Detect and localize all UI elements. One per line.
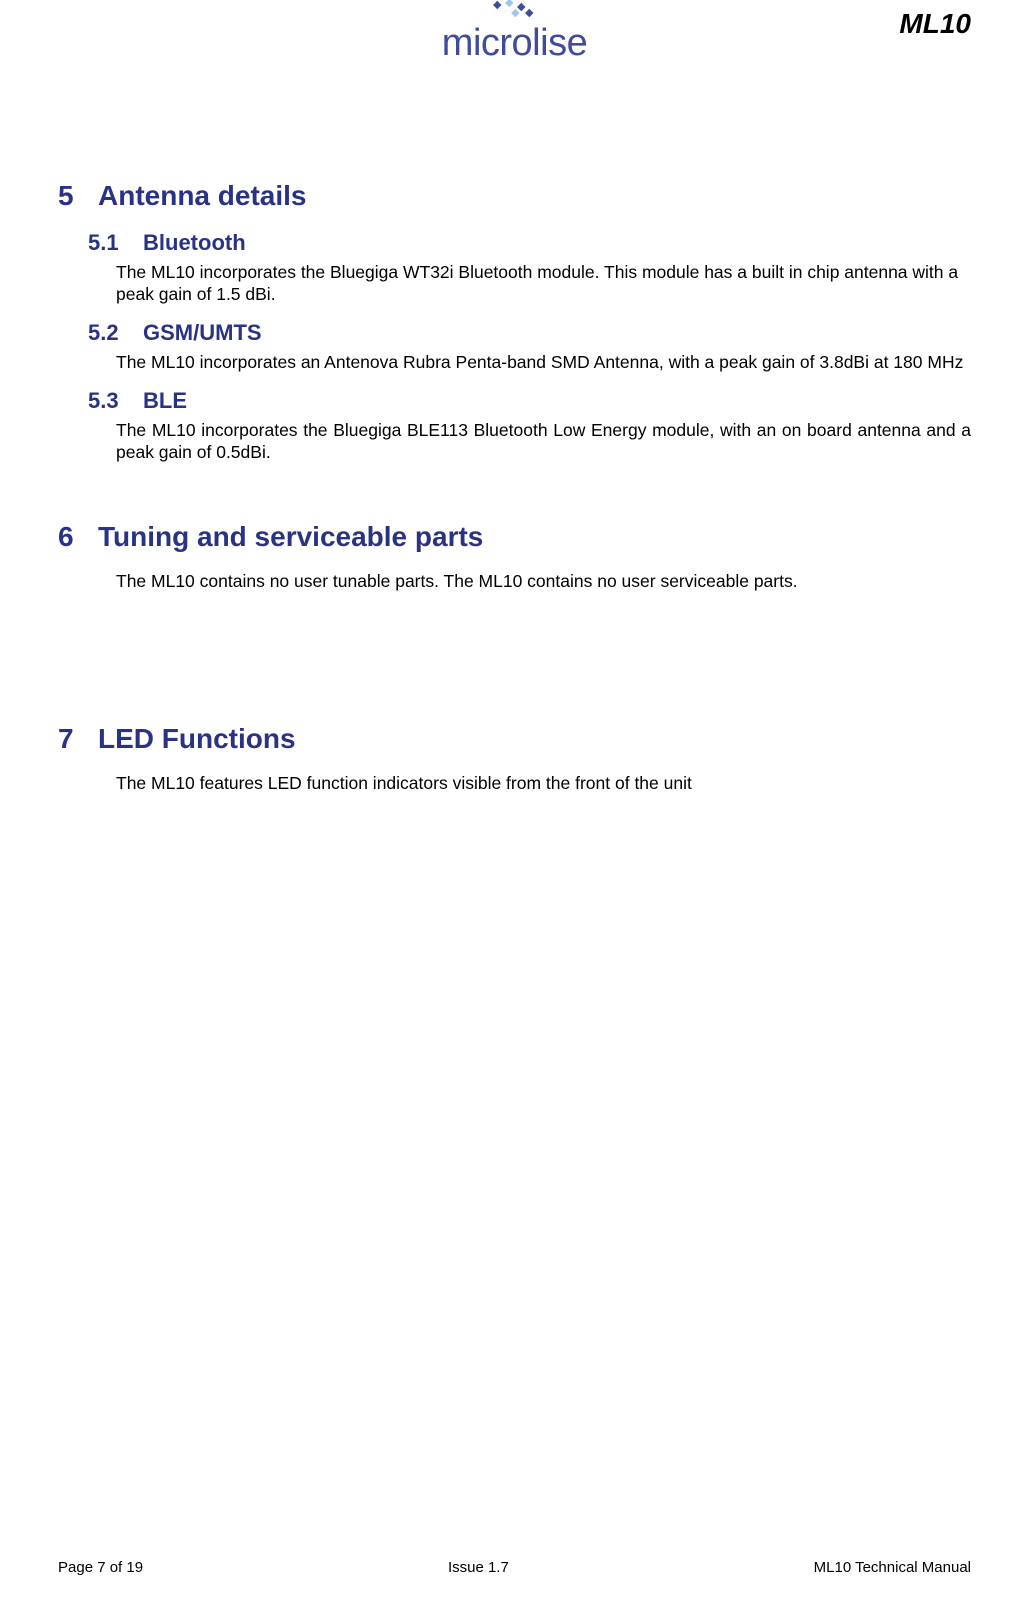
page-footer: Page 7 of 19 Issue 1.7 ML10 Technical Ma… bbox=[58, 1559, 971, 1576]
heading-1: 7LED Functions bbox=[58, 723, 971, 755]
section-6: 6Tuning and serviceable parts The ML10 c… bbox=[58, 521, 971, 593]
paragraph: The ML10 features LED function indicator… bbox=[116, 773, 971, 795]
heading-2: 5.2GSM/UMTS bbox=[88, 320, 971, 346]
section-7: 7LED Functions The ML10 features LED fun… bbox=[58, 723, 971, 795]
subheading-title: BLE bbox=[143, 388, 187, 413]
subheading-number: 5.3 bbox=[88, 388, 143, 414]
subheading-title: Bluetooth bbox=[143, 230, 246, 255]
logo-dots-icon bbox=[442, 0, 587, 20]
page-content: 5Antenna details 5.1Bluetooth The ML10 i… bbox=[58, 80, 971, 795]
heading-number: 7 bbox=[58, 723, 98, 755]
paragraph: The ML10 contains no user tunable parts.… bbox=[116, 571, 971, 593]
heading-2: 5.3BLE bbox=[88, 388, 971, 414]
document-code: ML10 bbox=[899, 8, 971, 40]
logo: microlise bbox=[442, 0, 587, 65]
paragraph: The ML10 incorporates an Antenova Rubra … bbox=[116, 352, 971, 374]
subheading-number: 5.2 bbox=[88, 320, 143, 346]
heading-2: 5.1Bluetooth bbox=[88, 230, 971, 256]
footer-page-number: Page 7 of 19 bbox=[58, 1559, 143, 1576]
heading-number: 6 bbox=[58, 521, 98, 553]
heading-1: 5Antenna details bbox=[58, 180, 971, 212]
section-5: 5Antenna details 5.1Bluetooth The ML10 i… bbox=[58, 180, 971, 463]
subheading-number: 5.1 bbox=[88, 230, 143, 256]
page-header: microlise ML10 bbox=[58, 0, 971, 80]
logo-text: microlise bbox=[442, 22, 587, 65]
subheading-title: GSM/UMTS bbox=[143, 320, 262, 345]
heading-title: LED Functions bbox=[98, 723, 296, 754]
heading-title: Antenna details bbox=[98, 180, 306, 211]
paragraph: The ML10 incorporates the Bluegiga WT32i… bbox=[116, 262, 971, 306]
heading-1: 6Tuning and serviceable parts bbox=[58, 521, 971, 553]
footer-issue: Issue 1.7 bbox=[448, 1559, 509, 1576]
heading-number: 5 bbox=[58, 180, 98, 212]
footer-doc-title: ML10 Technical Manual bbox=[814, 1559, 971, 1576]
heading-title: Tuning and serviceable parts bbox=[98, 521, 483, 552]
paragraph: The ML10 incorporates the Bluegiga BLE11… bbox=[116, 420, 971, 464]
